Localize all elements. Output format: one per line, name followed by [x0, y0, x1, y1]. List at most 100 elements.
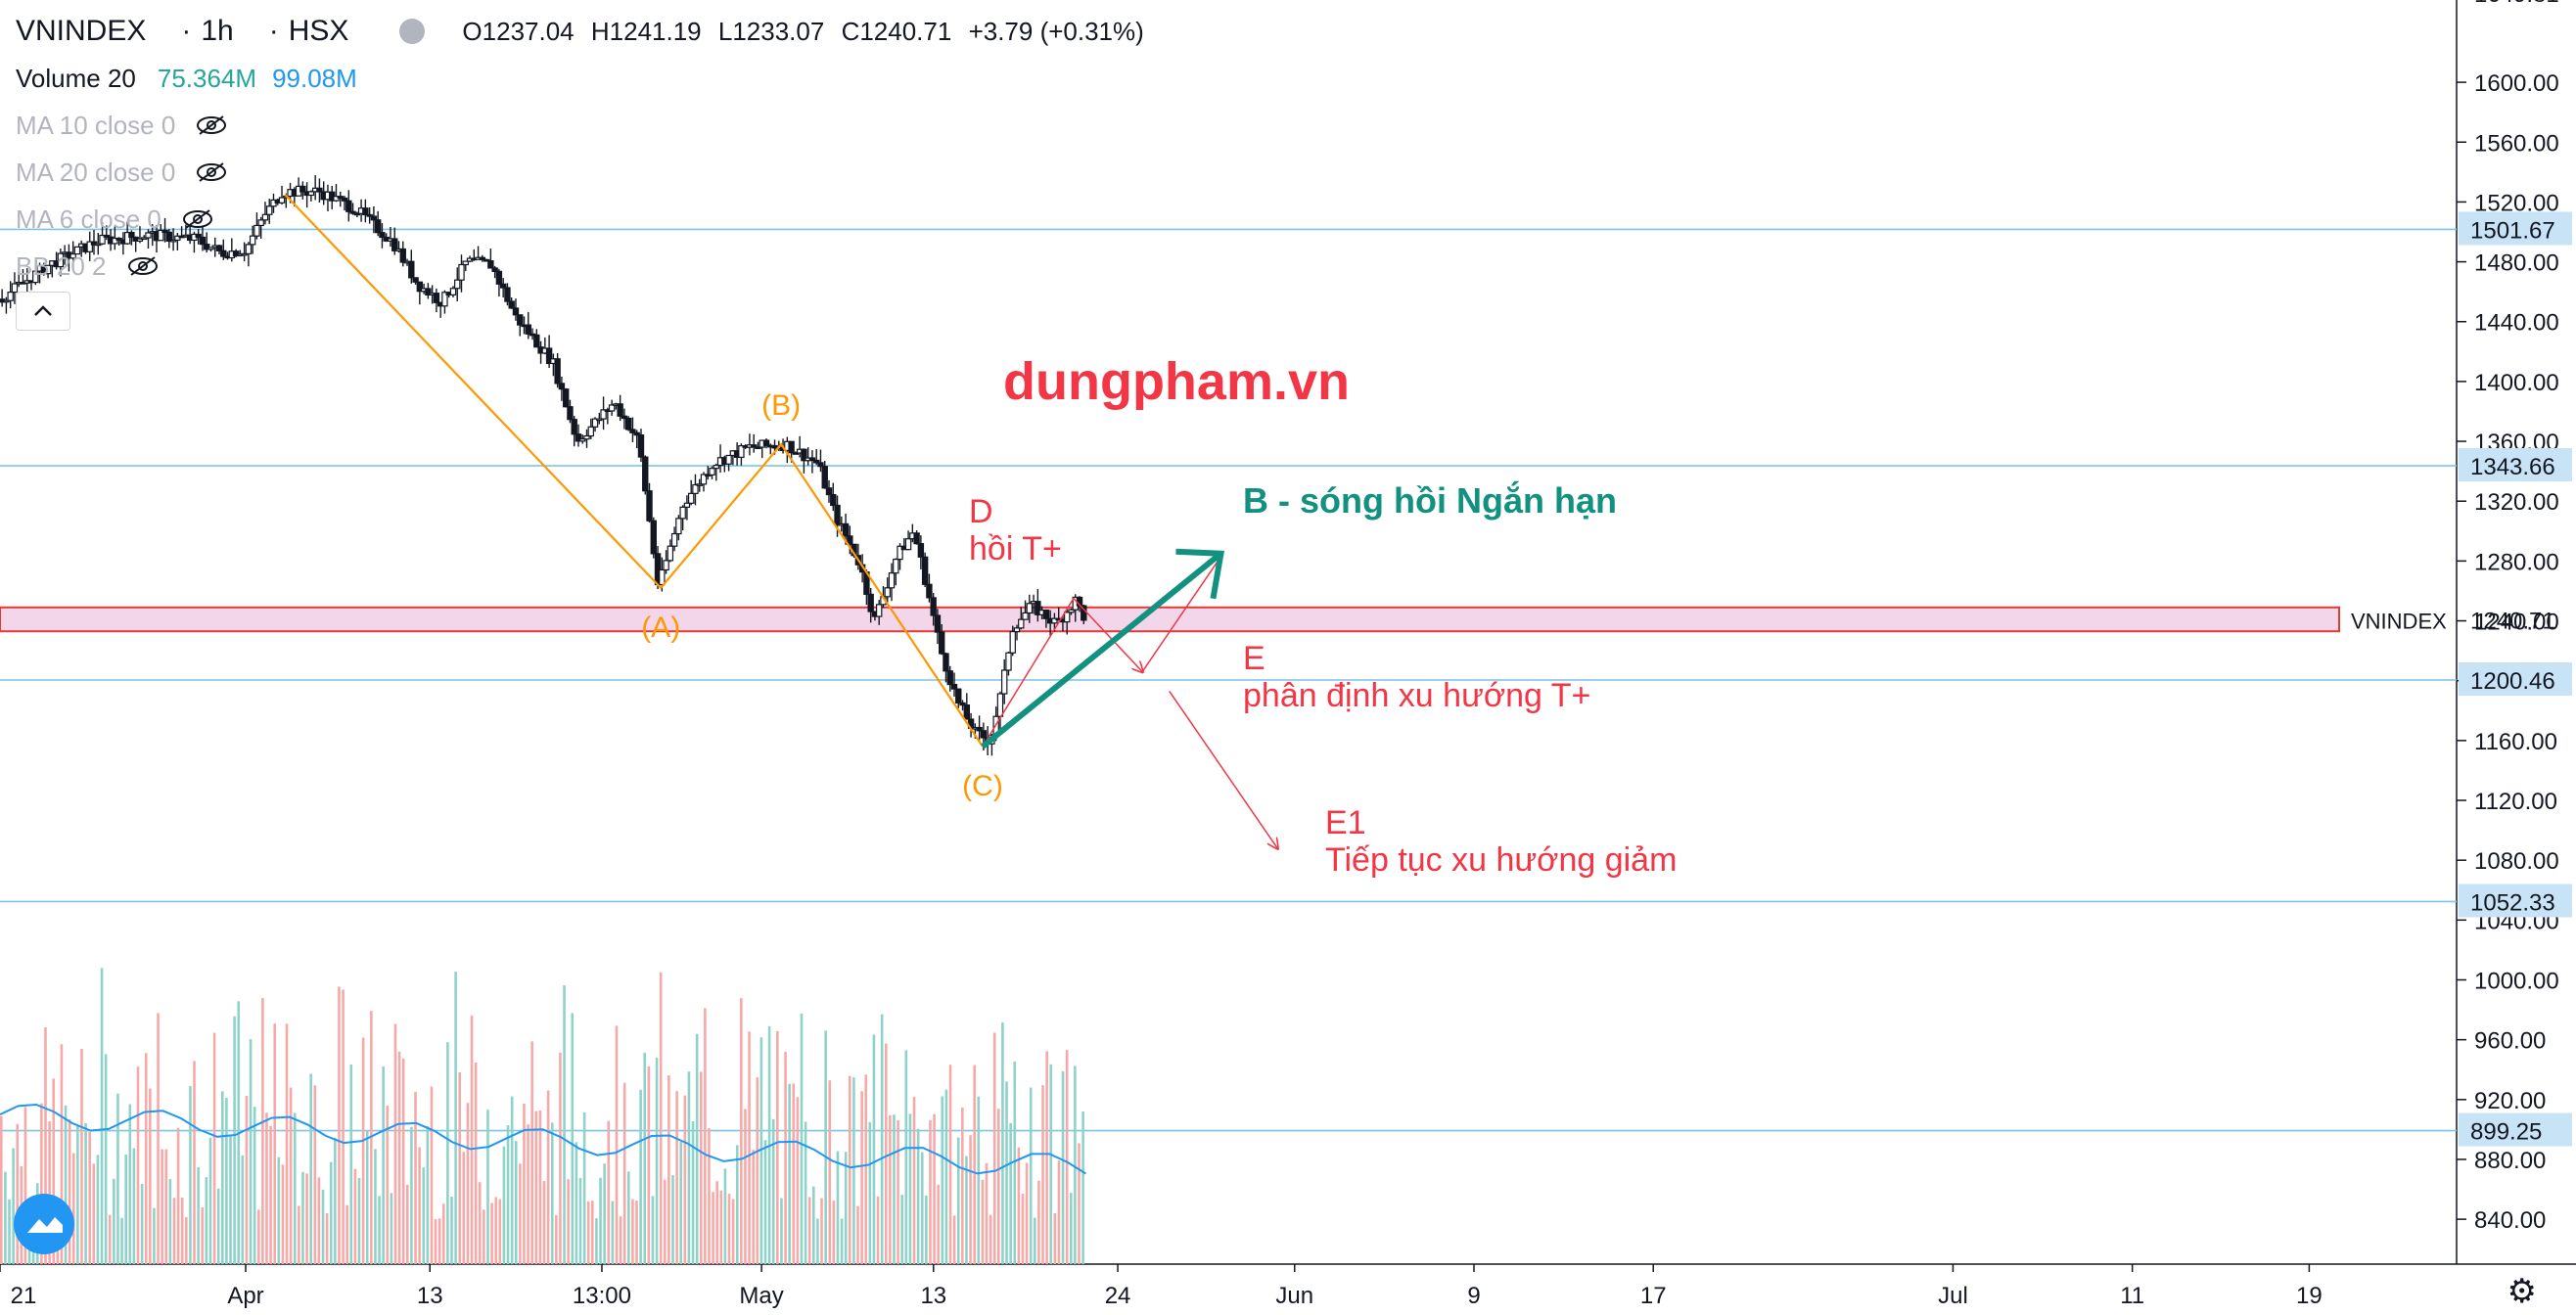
volume-bar [406, 1184, 409, 1264]
volume-bar [12, 1148, 15, 1264]
volume-bar [321, 1189, 325, 1264]
candle-body [220, 249, 227, 257]
volume-bar [944, 1089, 948, 1264]
volume-bar [937, 1184, 940, 1264]
volume-bar [205, 1177, 208, 1264]
candle-body [499, 283, 507, 289]
candle-body [73, 246, 81, 255]
candle-body [517, 314, 524, 326]
candle-body [825, 487, 833, 496]
interval-label[interactable]: 1h [201, 15, 234, 47]
volume-bar [771, 1118, 775, 1264]
candle-body [266, 205, 273, 215]
candle-body [801, 448, 807, 462]
candle-body [917, 543, 925, 558]
ma10-label[interactable]: MA 10 close 0 [16, 111, 176, 140]
candle-body [926, 583, 933, 599]
candle-body [959, 702, 966, 706]
candle-body [888, 572, 896, 589]
volume-bar [261, 998, 264, 1264]
bb-row[interactable]: BB 20 2 [16, 243, 1154, 290]
y-tick-label: 1240.00 [2474, 610, 2559, 636]
candle-body [963, 704, 971, 720]
volume-bar [233, 1016, 236, 1264]
scenario-e1-arrow [1169, 690, 1277, 848]
volume-bar [329, 1161, 333, 1264]
x-tick-label: Jul [1938, 1283, 1968, 1309]
volume-bar [390, 1193, 393, 1264]
candle-body [408, 260, 415, 279]
volume-bar [120, 1217, 123, 1264]
separator: · [181, 15, 192, 47]
candle-body [307, 191, 315, 197]
volume-bar [1074, 1066, 1077, 1264]
volume-row[interactable]: Volume 20 75.364M 99.08M [16, 55, 1154, 102]
volume-bar [575, 1142, 578, 1264]
volume-bar [172, 1198, 176, 1264]
candle-body [646, 490, 653, 521]
ma10-row[interactable]: MA 10 close 0 [16, 102, 1154, 149]
y-tick-label: 1480.00 [2474, 250, 2559, 277]
volume-bar [164, 1149, 168, 1264]
volume-bar [824, 1030, 827, 1264]
y-tick-label: 920.00 [2474, 1088, 2546, 1114]
volume-bar [486, 1110, 489, 1264]
eye-hidden-icon[interactable] [195, 161, 228, 183]
volume-label[interactable]: Volume 20 [16, 64, 136, 93]
volume-bar [1001, 1022, 1004, 1264]
eye-hidden-icon[interactable] [181, 208, 214, 230]
volume-bar [948, 1065, 952, 1264]
price-zone-box [0, 606, 2340, 633]
candle-body [487, 260, 494, 269]
ma20-row[interactable]: MA 20 close 0 [16, 149, 1154, 196]
candle-body [169, 239, 177, 243]
volume-bar [441, 1203, 445, 1264]
scenario-e-arrow [982, 597, 1142, 748]
volume-bar [542, 1181, 546, 1264]
volume-bar [301, 1171, 304, 1264]
symbol-name[interactable]: VNINDEX [16, 15, 147, 47]
volume-bar [908, 1113, 912, 1264]
volume-bar [245, 1095, 249, 1264]
candle-body [158, 229, 164, 242]
ma6-label[interactable]: MA 6 close 0 [16, 204, 161, 234]
candle-body [370, 215, 378, 221]
volume-bar [277, 1156, 281, 1264]
collapse-legend-button[interactable] [16, 292, 70, 331]
ma20-label[interactable]: MA 20 close 0 [16, 158, 176, 187]
volume-bar [353, 1168, 357, 1264]
y-tick-label-partial: 1649.81 [2474, 0, 2559, 8]
candle-body [583, 434, 590, 440]
volume-bar [832, 1201, 836, 1264]
volume-bar [985, 1162, 989, 1264]
candle-body [95, 243, 102, 247]
candle-body [830, 493, 837, 507]
level-label: 1501.67 [2470, 217, 2555, 244]
eye-hidden-icon[interactable] [195, 114, 228, 136]
volume-bar [889, 1114, 892, 1264]
candle-body [567, 406, 574, 421]
eye-hidden-icon[interactable] [126, 255, 160, 277]
tradingview-logo-icon[interactable] [14, 1194, 74, 1254]
ma6-row[interactable]: MA 6 close 0 [16, 196, 1154, 243]
volume-bar [731, 1199, 735, 1264]
annotation-e1-title: E1 [1325, 804, 1366, 841]
volume-bar [619, 1216, 622, 1264]
bb-label[interactable]: BB 20 2 [16, 251, 107, 281]
candle-body [821, 466, 828, 489]
volume-bar [744, 1109, 747, 1264]
settings-gear-icon[interactable]: ⚙ [2507, 1273, 2537, 1310]
candle-body [1013, 627, 1021, 633]
candle-body [374, 219, 382, 234]
volume-bar [997, 1109, 1000, 1264]
candle-body [650, 520, 657, 555]
volume-bar [116, 1093, 119, 1264]
candle-body [692, 483, 699, 494]
candle-body [533, 334, 540, 348]
candle-body [921, 556, 929, 585]
current-symbol-label: VNINDEX [2351, 609, 2447, 633]
volume-bar [530, 1041, 533, 1264]
volume-bar [1034, 1217, 1036, 1264]
volume-bar [418, 1147, 421, 1264]
